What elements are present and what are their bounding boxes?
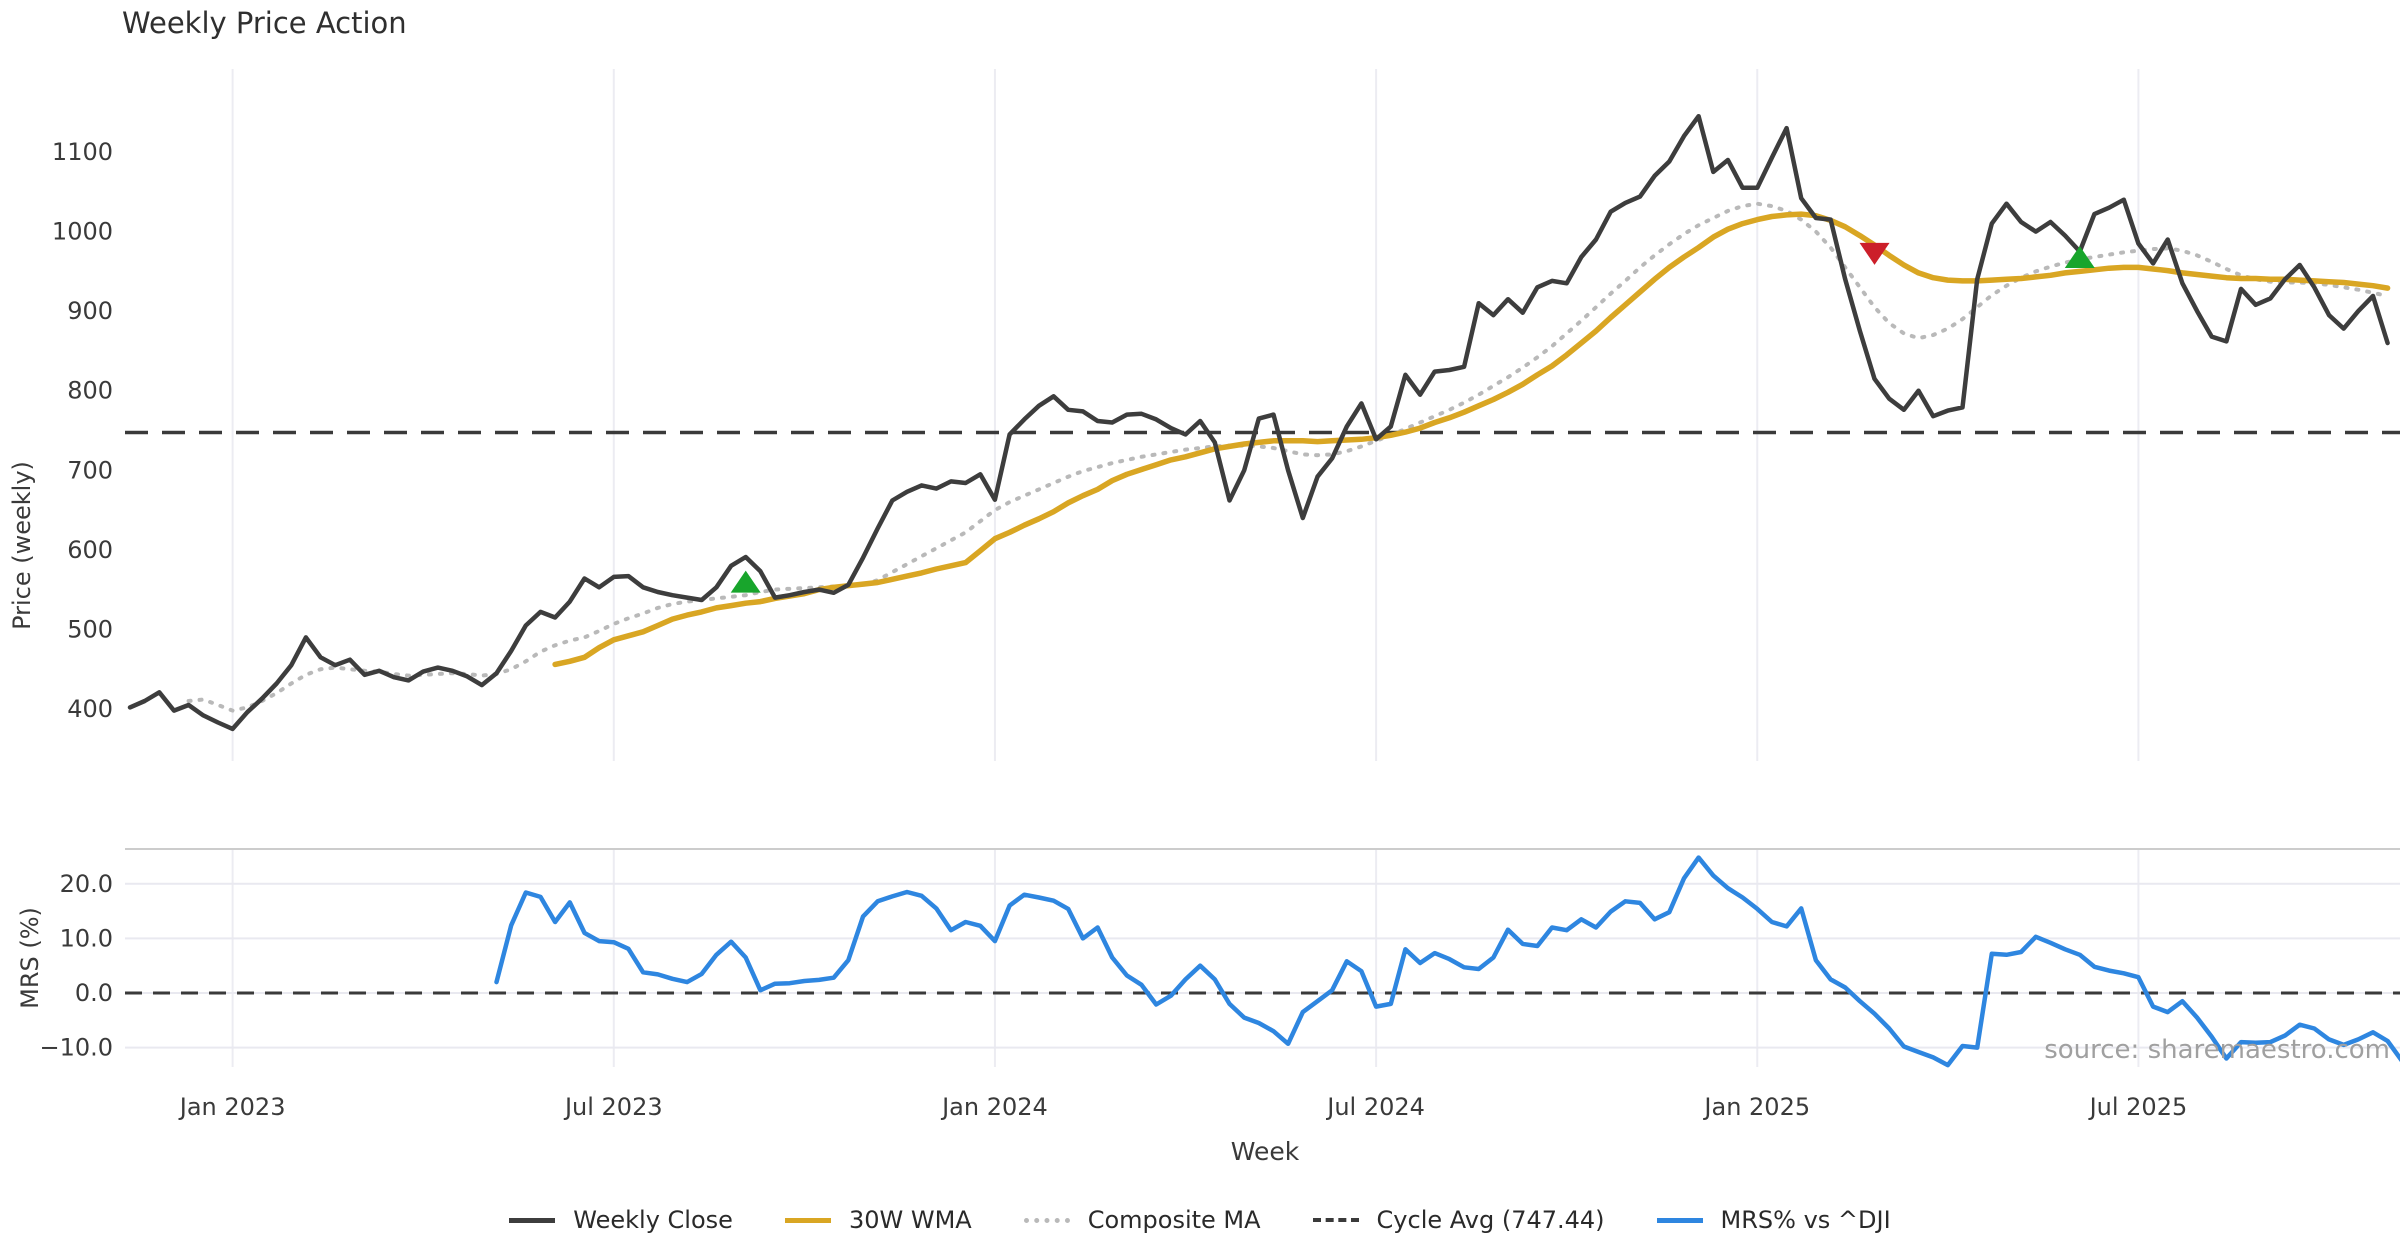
x-tick-label: Jul 2023 <box>563 1093 663 1121</box>
legend-line-swatch-icon <box>784 1217 831 1223</box>
buy-signal-icon <box>2064 246 2095 269</box>
price-tick-label: 400 <box>67 695 113 723</box>
weekly-close-line <box>127 113 2390 732</box>
mrs-tick-label: −10.0 <box>39 1034 113 1062</box>
x-tick-label: Jan 2025 <box>1702 1093 1810 1121</box>
x-tick-label: Jan 2023 <box>178 1093 286 1121</box>
legend-item: Weekly Close <box>509 1206 733 1234</box>
signal-markers-layer <box>730 242 2095 593</box>
page-title: Weekly Price Action <box>122 6 407 40</box>
legend-item: Cycle Avg (747.44) <box>1312 1206 1605 1234</box>
legend-line-swatch-icon <box>1023 1217 1070 1223</box>
price-tick-label: 900 <box>67 297 113 325</box>
legend-line-swatch-icon <box>1312 1218 1359 1222</box>
gridlines-layer <box>125 69 2400 1067</box>
mrs-line <box>494 855 2400 1068</box>
price-tick-label: 500 <box>67 615 113 643</box>
price-tick-label: 1000 <box>52 218 113 246</box>
legend-label: Composite MA <box>1087 1206 1261 1234</box>
price-tick-label: 800 <box>67 377 113 405</box>
mrs-tick-label: 20.0 <box>60 870 113 898</box>
legend-label: Weekly Close <box>573 1206 733 1234</box>
chart-legend: Weekly Close 30W WMA Composite MA Cycle Avg… <box>0 1206 2400 1234</box>
legend-label: Cycle Avg (747.44) <box>1376 1206 1605 1234</box>
legend-item: 30W WMA <box>784 1206 972 1234</box>
legend-line-swatch-icon <box>1656 1217 1703 1223</box>
legend-line-swatch-icon <box>509 1217 556 1223</box>
legend-item: MRS% vs ^DJI <box>1656 1206 1891 1234</box>
x-axis-label: Week <box>1231 1137 1300 1166</box>
series-layer <box>127 113 2400 1068</box>
sell-signal-icon <box>1859 242 1890 265</box>
mrs-tick-label: 10.0 <box>60 924 113 952</box>
axis-text-layer: Jan 2023 Jul 2023 Jan 2024 Jul 2024 Jan 2025… <box>8 138 2390 1166</box>
buy-signal-icon <box>730 570 761 593</box>
mrs-axis-label: MRS (%) <box>16 907 44 1009</box>
wma-30w-line <box>552 211 2391 668</box>
legend-item: Composite MA <box>1023 1206 1261 1234</box>
price-tick-label: 1100 <box>52 138 113 166</box>
x-tick-label: Jul 2025 <box>2088 1093 2188 1121</box>
price-axis-label: Price (weekly) <box>8 461 36 630</box>
composite-ma-line <box>186 201 2390 713</box>
price-tick-label: 600 <box>67 536 113 564</box>
source-note: source: sharemaestro.com <box>2044 1035 2390 1065</box>
reference-lines-layer <box>125 430 2400 995</box>
price-tick-label: 700 <box>67 456 113 484</box>
x-tick-label: Jul 2024 <box>1325 1093 1425 1121</box>
mrs-tick-label: 0.0 <box>75 979 113 1007</box>
x-tick-label: Jan 2024 <box>940 1093 1048 1121</box>
legend-label: 30W WMA <box>848 1206 972 1234</box>
legend-label: MRS% vs ^DJI <box>1720 1206 1891 1234</box>
